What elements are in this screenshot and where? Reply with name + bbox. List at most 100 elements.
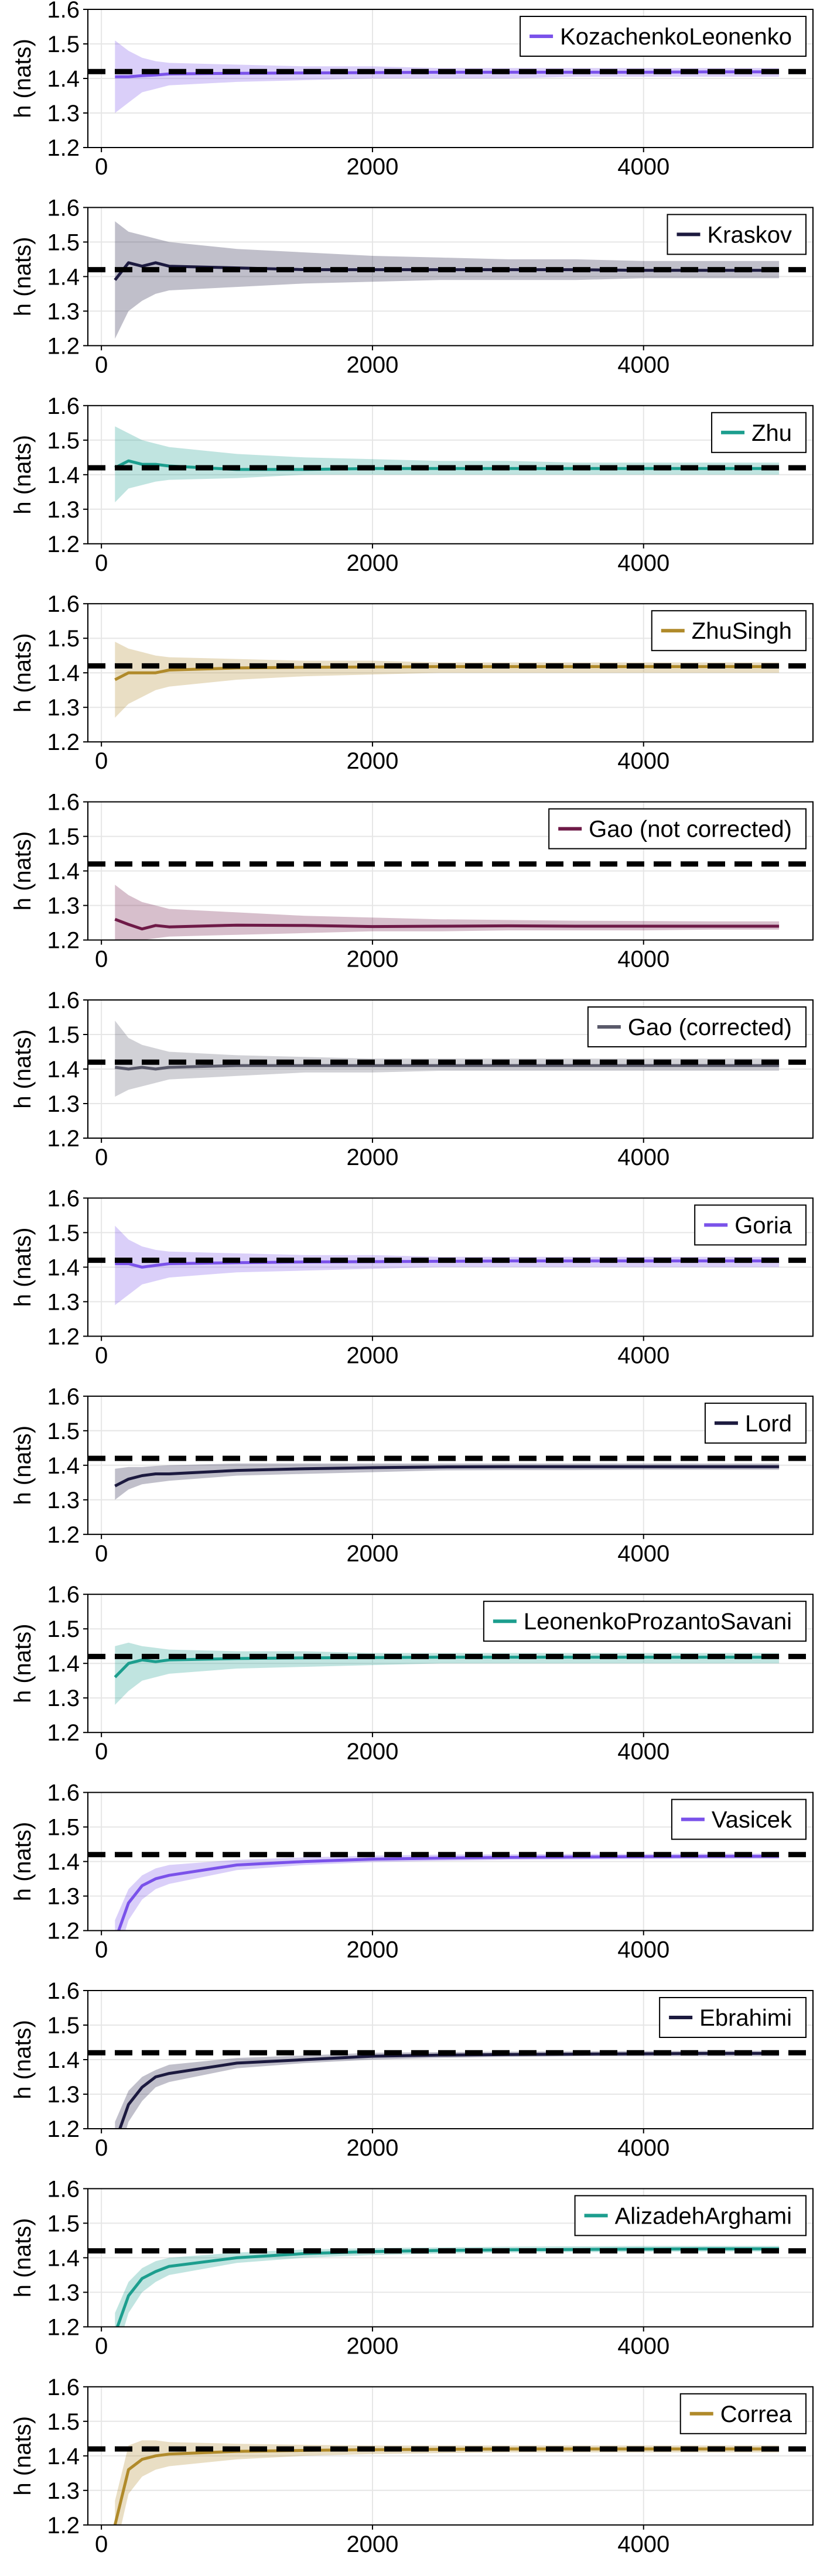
y-tick-label: 1.3	[47, 893, 80, 919]
x-tick-label: 2000	[346, 1145, 398, 1170]
series-line	[114, 1465, 780, 1488]
series-line	[115, 2247, 780, 2327]
x-tick-label: 0	[95, 1739, 108, 1765]
y-tick-label: 1.4	[47, 264, 80, 290]
y-tick-label: 1.2	[47, 2513, 80, 2539]
confidence-band	[115, 426, 780, 502]
y-axis-label: h (nats)	[10, 2218, 36, 2298]
x-tick-label: 2000	[346, 550, 398, 576]
legend-label: Vasicek	[712, 1807, 792, 1833]
legend-label: Gao (not corrected)	[589, 817, 792, 842]
confidence-band	[115, 1854, 780, 1931]
y-tick-label: 1.3	[47, 1488, 80, 1513]
y-tick-label: 1.6	[47, 1582, 80, 1608]
y-axis-label: h (nats)	[10, 831, 36, 911]
legend-box	[520, 16, 807, 57]
legend: AlizadehArghami	[574, 2195, 807, 2236]
x-tick-label: 4000	[617, 550, 669, 576]
y-axis-label: h (nats)	[10, 1228, 36, 1307]
confidence-band	[115, 1463, 780, 1500]
y-tick-label: 1.2	[47, 532, 80, 557]
y-tick-label: 1.2	[47, 1522, 80, 1548]
panel-3: 1.2 1.3 1.4 1.5 1.6 0 2000 4000 h (nats) Zhu	[10, 393, 814, 576]
y-tick-label: 1.5	[47, 2409, 80, 2435]
y-tick-label: 1.5	[47, 2013, 80, 2039]
y-tick-label: 1.5	[47, 2211, 80, 2236]
y-tick-label: 1.3	[47, 695, 80, 721]
confidence-band	[115, 1225, 780, 1306]
legend-label: Goria	[734, 1212, 792, 1238]
y-tick-label: 1.2	[47, 2314, 80, 2340]
y-tick-label: 1.4	[47, 1453, 80, 1479]
y-tick-label: 1.6	[47, 790, 80, 816]
y-tick-label: 1.4	[47, 2047, 80, 2073]
x-tick-label: 2000	[346, 1739, 398, 1765]
legend-label: Lord	[745, 1411, 792, 1437]
y-tick-label: 1.3	[47, 2280, 80, 2306]
y-tick-label: 1.4	[47, 660, 80, 686]
legend-label: LeonenkoProzantoSavani	[524, 1609, 792, 1635]
panel-8: 1.2 1.3 1.4 1.5 1.6 0 2000 4000 h (nats) Lord	[10, 1384, 814, 1567]
confidence-band	[115, 221, 780, 339]
x-tick-label: 0	[95, 352, 108, 378]
x-tick-label: 4000	[617, 947, 669, 972]
y-tick-label: 1.5	[47, 1815, 80, 1841]
y-tick-label: 1.3	[47, 1884, 80, 1910]
y-tick-label: 1.2	[47, 2116, 80, 2142]
y-tick-label: 1.5	[47, 824, 80, 850]
confidence-band	[115, 885, 780, 940]
x-tick-label: 0	[95, 947, 108, 972]
x-tick-label: 4000	[617, 2135, 669, 2161]
legend-box	[574, 2195, 807, 2236]
x-tick-label: 4000	[617, 1739, 669, 1765]
y-tick-label: 1.5	[47, 1419, 80, 1444]
confidence-band	[115, 1642, 780, 1705]
panel-4: 1.2 1.3 1.4 1.5 1.6 0 2000 4000 h (nats) ZhuSingh	[10, 591, 814, 774]
panel-1: 1.2 1.3 1.4 1.5 1.6 0 2000 4000 h (nats) Kozachen…	[10, 0, 814, 180]
x-tick-label: 4000	[617, 1541, 669, 1567]
x-tick-label: 0	[95, 748, 108, 774]
confidence-band	[115, 642, 780, 718]
legend: Goria	[694, 1204, 807, 1246]
x-tick-label: 2000	[346, 1342, 398, 1368]
y-tick-label: 1.4	[47, 66, 80, 92]
y-tick-label: 1.3	[47, 497, 80, 523]
x-tick-label: 2000	[346, 748, 398, 774]
y-tick-label: 1.4	[47, 2245, 80, 2271]
x-tick-label: 2000	[346, 154, 398, 180]
x-tick-label: 0	[95, 2532, 108, 2557]
legend-label: KozachenkoLeonenko	[560, 24, 792, 50]
legend: Gao (not corrected)	[548, 808, 807, 849]
y-tick-label: 1.3	[47, 2082, 80, 2108]
panel-11: 1.2 1.3 1.4 1.5 1.6 0 2000 4000 h (nats) Ebrahimi	[10, 1978, 814, 2161]
legend-label: Zhu	[751, 420, 792, 446]
y-tick-label: 1.6	[47, 393, 80, 419]
x-tick-label: 2000	[346, 2333, 398, 2359]
legend: Gao (corrected)	[587, 1006, 807, 1047]
y-tick-label: 1.2	[47, 333, 80, 359]
y-axis-label: h (nats)	[10, 237, 36, 317]
y-tick-label: 1.2	[47, 135, 80, 161]
panel-10: 1.2 1.3 1.4 1.5 1.6 0 2000 4000 h (nats) Vasicek	[10, 1780, 814, 1963]
y-tick-label: 1.3	[47, 1289, 80, 1315]
legend: Lord	[704, 1402, 807, 1444]
y-tick-label: 1.3	[47, 1091, 80, 1117]
panel-13: 1.2 1.3 1.4 1.5 1.6 0 2000 4000 h (nats) Correa	[10, 2375, 814, 2557]
legend: Kraskov	[667, 214, 807, 255]
legend-label: ZhuSingh	[692, 618, 792, 644]
y-axis-label: h (nats)	[10, 39, 36, 118]
panel-2: 1.2 1.3 1.4 1.5 1.6 0 2000 4000 h (nats) Kraskov	[10, 195, 814, 378]
x-tick-label: 4000	[617, 1342, 669, 1368]
legend: ZhuSingh	[651, 610, 807, 652]
x-tick-label: 4000	[617, 154, 669, 180]
y-axis-label: h (nats)	[10, 1426, 36, 1505]
confidence-band	[115, 2246, 780, 2327]
legend: LeonenkoProzantoSavani	[483, 1601, 807, 1642]
x-tick-label: 2000	[346, 1541, 398, 1567]
y-axis-label: h (nats)	[10, 1623, 36, 1703]
y-tick-label: 1.5	[47, 428, 80, 454]
x-tick-label: 4000	[617, 748, 669, 774]
confidence-band	[115, 1020, 780, 1097]
x-tick-label: 2000	[346, 947, 398, 972]
y-tick-label: 1.5	[47, 229, 80, 255]
